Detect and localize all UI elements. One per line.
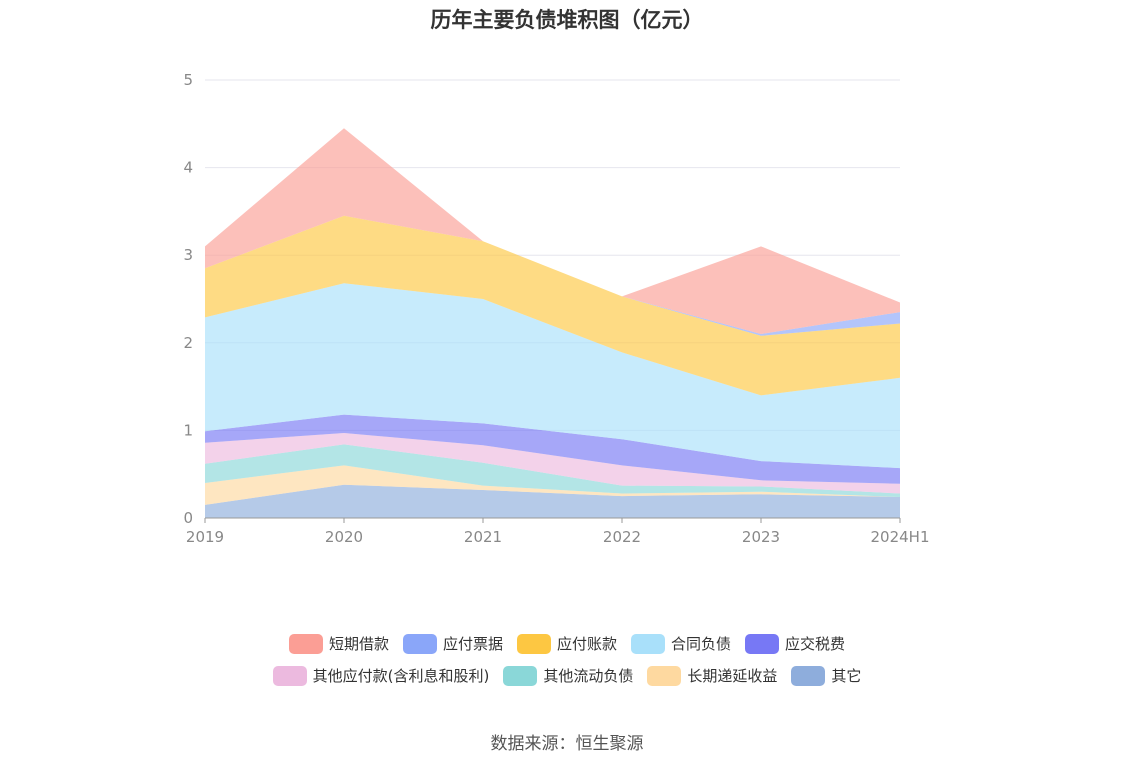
area-短期借款 — [205, 128, 900, 334]
x-tick-label: 2024H1 — [871, 528, 930, 546]
chart-title: 历年主要负债堆积图（亿元） — [430, 8, 704, 32]
legend-item[interactable]: 应交税费 — [745, 633, 845, 654]
legend-swatch — [402, 633, 437, 654]
legend-item[interactable]: 应付票据 — [402, 633, 503, 654]
legend-label: 应付账款 — [556, 635, 617, 653]
legend-label: 合同负债 — [671, 635, 732, 653]
area-其它 — [205, 484, 900, 518]
legend-swatch — [288, 633, 323, 654]
legend-label: 应交税费 — [785, 635, 846, 653]
legend-item[interactable]: 其他流动负债 — [503, 665, 633, 686]
x-tick-label: 2019 — [186, 528, 224, 546]
area-应交税费 — [205, 414, 900, 484]
area-应付票据 — [205, 215, 900, 336]
legend-label: 其它 — [831, 667, 862, 685]
area-其他应付款(含利息和股利) — [205, 433, 900, 494]
area-长期递延收益 — [205, 465, 900, 505]
legend-label: 其他应付款(含利息和股利) — [312, 667, 490, 685]
y-tick-label: 3 — [183, 246, 193, 264]
legend-swatch — [631, 633, 665, 654]
area-series — [205, 128, 900, 518]
axes: 0 1 2 3 4 5 2019 2020 2021 2022 2023 2024H1 — [183, 71, 929, 546]
legend-item[interactable]: 长期递延收益 — [647, 665, 777, 686]
legend-row-2: 其他应付款(含利息和股利) 其他流动负债 长期递延收益 其它 — [0, 665, 1134, 686]
area-应付账款 — [205, 215, 900, 396]
legend-item[interactable]: 应付账款 — [516, 633, 617, 654]
legend-swatch — [272, 665, 307, 686]
y-tick-label: 0 — [183, 509, 193, 527]
legend-item[interactable]: 短期借款 — [288, 633, 389, 654]
legend-item[interactable]: 其它 — [791, 665, 861, 686]
y-tick-label: 1 — [183, 421, 193, 439]
legend-swatch — [503, 665, 538, 686]
legend-swatch — [647, 665, 682, 686]
legend-label: 短期借款 — [328, 635, 389, 653]
x-tick-label: 2021 — [464, 528, 502, 546]
x-tick-label: 2020 — [325, 528, 363, 546]
y-tick-label: 5 — [183, 71, 193, 89]
legend-label: 其他流动负债 — [543, 667, 634, 685]
legend-swatch — [516, 633, 551, 654]
x-tick-label: 2023 — [742, 528, 780, 546]
legend-row-1: 短期借款 应付票据 应付账款 合同负债 应交税费 — [0, 633, 1134, 654]
legend-swatch — [791, 665, 826, 686]
x-tick-label: 2022 — [603, 528, 641, 546]
y-tick-label: 2 — [183, 334, 193, 352]
legend-label: 应付票据 — [442, 635, 503, 653]
legend-label: 长期递延收益 — [687, 667, 778, 685]
legend-item[interactable]: 其他应付款(含利息和股利) — [272, 665, 490, 686]
area-其他流动负债 — [205, 444, 900, 497]
legend-swatch — [745, 633, 780, 654]
legend-item[interactable]: 合同负债 — [631, 633, 731, 654]
area-合同负债 — [205, 283, 900, 469]
y-tick-label: 4 — [183, 159, 193, 177]
data-source-note: 数据来源：恒生聚源 — [490, 734, 644, 754]
